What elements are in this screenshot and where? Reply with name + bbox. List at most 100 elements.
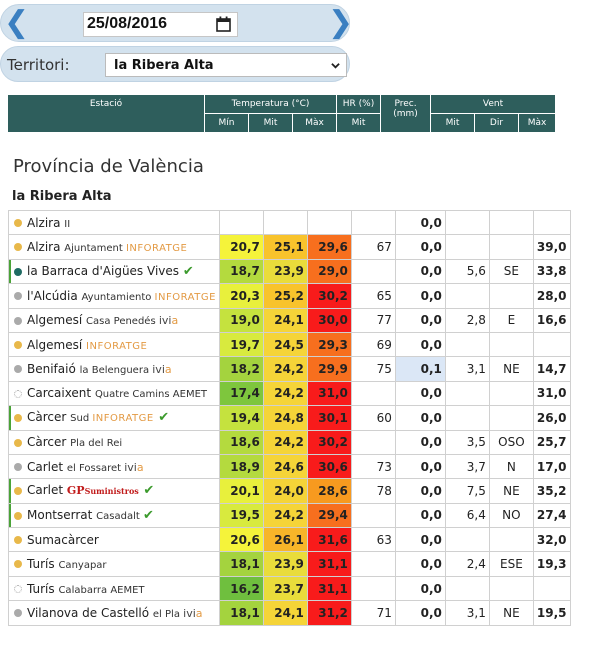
humidity-cell: 75 <box>350 356 396 382</box>
station-cell[interactable]: Turís Canyapar <box>8 551 220 577</box>
station-subname: Casa Penedés <box>86 316 159 328</box>
station-cell[interactable]: Sumacàrcer <box>8 527 220 553</box>
header-station: Estació <box>8 95 205 133</box>
table-row: Sumacàrcer 20,6 26,1 31,6 63 0,0 32,0 <box>8 527 571 553</box>
station-cell[interactable]: Vilanova de Castelló el Pla ivia <box>8 600 220 626</box>
station-status-dot <box>14 511 22 520</box>
wind-dir-cell: NO <box>488 502 534 529</box>
wind-max-cell: 33,8 <box>532 258 571 285</box>
wind-max-cell: 27,4 <box>532 502 571 529</box>
precipitation-cell: 0,0 <box>394 258 446 285</box>
source-ivia-logo: ivia <box>152 363 172 377</box>
source-aemet: AEMET <box>110 584 145 596</box>
humidity-cell <box>350 429 396 455</box>
station-cell[interactable]: Algemesí Casa Penedés ivia <box>8 307 220 333</box>
station-cell[interactable]: la Barraca d'Aigües Vives ✔ <box>8 258 220 285</box>
station-status-dot <box>14 487 22 496</box>
temp-mid-cell: 23,9 <box>262 258 308 285</box>
station-cell[interactable]: Càrcer Sud INFORATGE ✔ <box>8 405 220 431</box>
precipitation-cell: 0,0 <box>394 551 446 577</box>
source-ivia-logo: ivia <box>183 606 203 620</box>
wind-max-cell: 17,0 <box>532 453 571 480</box>
station-cell[interactable]: Carlet el Fossaret ivia <box>8 453 220 480</box>
station-cell[interactable]: Càrcer Pla del Rei <box>8 429 220 455</box>
wind-mid-cell <box>444 575 490 602</box>
table-row: Benifaió la Belenguera ivia 18,2 24,2 29,9 7… <box>8 356 571 382</box>
station-cell[interactable]: Algemesí INFORATGE <box>8 331 220 358</box>
source-inforatge-logo: INFORATGE <box>125 243 188 255</box>
humidity-cell: 63 <box>350 527 396 553</box>
temp-min-cell: 18,7 <box>218 258 264 285</box>
territory-select[interactable]: la Ribera Alta <box>105 53 347 77</box>
station-status-dot <box>14 292 22 301</box>
station-cell[interactable]: Benifaió la Belenguera ivia <box>8 356 220 382</box>
station-cell[interactable]: Carlet GPSuministros ✔ <box>8 478 220 504</box>
station-subname: Calabarra <box>58 584 111 596</box>
temp-min-cell: 18,6 <box>218 429 264 455</box>
humidity-cell <box>350 502 396 529</box>
temp-mid-cell: 23,9 <box>262 551 308 577</box>
station-subname: Quatre Camins <box>94 389 173 401</box>
header-temp-min: Mín <box>205 114 249 133</box>
wind-mid-cell <box>444 234 490 260</box>
station-subname: Casadalt <box>96 510 143 522</box>
station-status-dot <box>14 267 22 276</box>
header-precipitation: Prec. (mm) <box>381 95 431 133</box>
next-day-chevron-icon[interactable]: ❯ <box>328 5 354 40</box>
station-status-dot <box>14 536 22 545</box>
station-name: Benifaió <box>27 362 80 377</box>
station-name: Sumacàrcer <box>27 532 99 547</box>
header-wind-dir: Dir <box>475 114 519 133</box>
station-name: Carlet <box>27 459 67 474</box>
station-status-dot <box>14 438 22 447</box>
precipitation-cell: 0,0 <box>394 234 446 260</box>
date-input[interactable]: 25/08/2016 <box>83 12 238 37</box>
wind-max-cell <box>532 209 571 236</box>
temp-mid-cell: 25,1 <box>262 234 308 260</box>
header-wind-max: Màx <box>519 114 556 133</box>
precipitation-cell: 0,0 <box>394 600 446 626</box>
active-indicator <box>9 260 11 283</box>
precipitation-cell: 0,0 <box>394 283 446 309</box>
table-row: la Barraca d'Aigües Vives ✔ 18,7 23,9 29,0 0… <box>8 258 571 285</box>
temp-mid-cell: 24,1 <box>262 600 308 626</box>
station-cell[interactable]: l'Alcúdia Ayuntamiento INFORATGE <box>8 283 220 309</box>
temp-min-cell <box>218 209 264 236</box>
station-cell[interactable]: Turís Calabarra AEMET <box>8 575 220 602</box>
temp-min-cell: 18,2 <box>218 356 264 382</box>
temp-max-cell: 30,2 <box>306 429 352 455</box>
calendar-icon[interactable] <box>216 16 231 32</box>
active-indicator <box>9 406 11 429</box>
humidity-cell: 65 <box>350 283 396 309</box>
station-cell[interactable]: Carcaixent Quatre Camins AEMET <box>8 380 220 407</box>
previous-day-chevron-icon[interactable]: ❮ <box>4 5 30 40</box>
wind-dir-cell <box>488 380 534 407</box>
temp-min-cell: 18,9 <box>218 453 264 480</box>
precipitation-cell: 0,0 <box>394 331 446 358</box>
temp-max-cell: 31,2 <box>306 600 352 626</box>
station-cell[interactable]: Alzira II <box>8 209 220 236</box>
table-row: Càrcer Sud INFORATGE ✔ 19,4 24,8 30,1 60 0,0 2… <box>8 405 571 431</box>
wind-max-cell: 35,2 <box>532 478 571 504</box>
station-cell[interactable]: Alzira Ajuntament INFORATGE <box>8 234 220 260</box>
wind-max-cell: 28,0 <box>532 283 571 309</box>
wind-dir-cell <box>488 527 534 553</box>
wind-mid-cell: 2,4 <box>444 551 490 577</box>
wind-mid-cell: 3,7 <box>444 453 490 480</box>
precipitation-cell: 0,0 <box>394 502 446 529</box>
source-aemet: AEMET <box>172 389 207 401</box>
station-cell[interactable]: Montserrat Casadalt ✔ <box>8 502 220 529</box>
wind-mid-cell: 6,4 <box>444 502 490 529</box>
temp-min-cell: 20,3 <box>218 283 264 309</box>
temp-min-cell: 19,5 <box>218 502 264 529</box>
wind-max-cell: 19,5 <box>532 600 571 626</box>
territory-filter: Territori: la Ribera Alta <box>0 46 350 82</box>
table-row: l'Alcúdia Ayuntamiento INFORATGE 20,3 25,2… <box>8 283 571 309</box>
territory-selected: la Ribera Alta <box>114 58 214 73</box>
humidity-cell <box>350 380 396 407</box>
temp-max-cell: 29,4 <box>306 502 352 529</box>
wind-mid-cell <box>444 331 490 358</box>
station-subname: Sud <box>70 413 93 425</box>
humidity-cell <box>350 575 396 602</box>
station-name: Carlet <box>27 483 67 498</box>
